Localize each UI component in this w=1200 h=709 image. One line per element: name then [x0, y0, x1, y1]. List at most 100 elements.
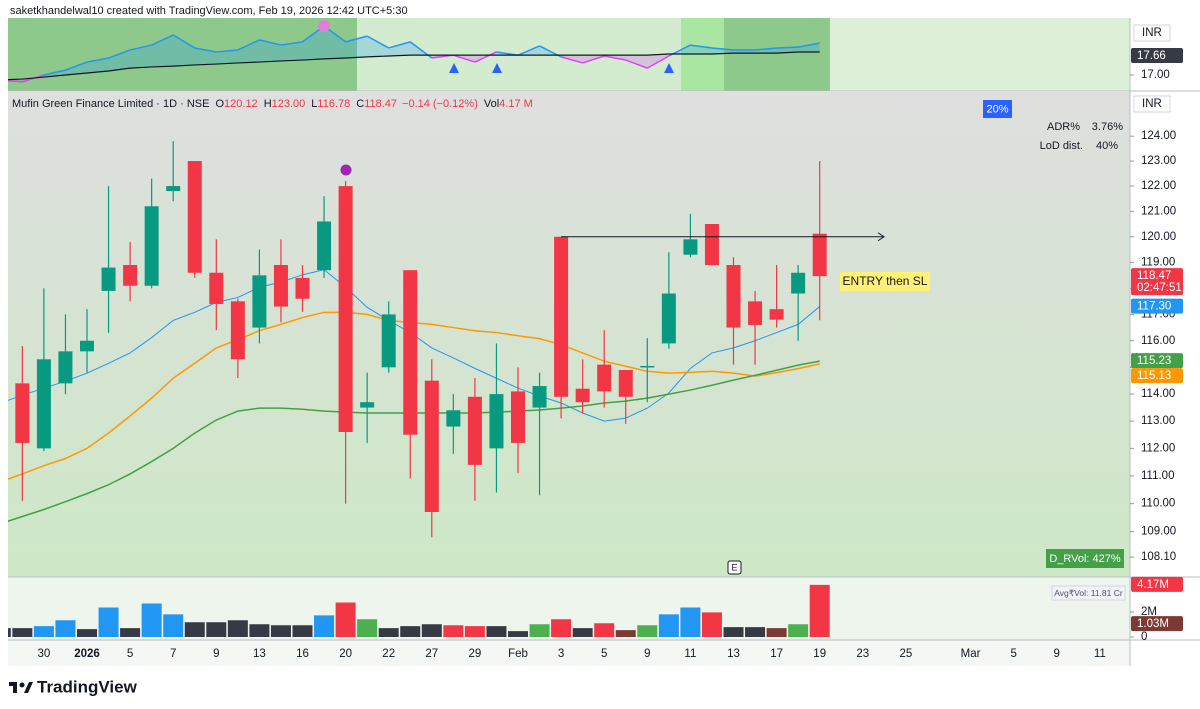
volume-bar [809, 584, 830, 637]
y-tick-label: 112.00 [1141, 442, 1175, 454]
x-tick-label: 2026 [74, 648, 100, 660]
candle-body [489, 394, 504, 449]
volume-bar [572, 628, 593, 637]
volume-bar [529, 624, 550, 637]
volume-bar [163, 614, 184, 637]
price-label: 4.17M [1137, 579, 1169, 591]
state-band [8, 18, 357, 91]
price-label-box [1131, 576, 1183, 592]
legend-value: 120.12 [224, 98, 258, 110]
legend-change: −0.14 (−0.12%) [402, 98, 478, 110]
indicator-fill [345, 36, 368, 59]
signal-triangle [449, 63, 459, 73]
volume-bar [788, 624, 809, 637]
indicator-fill [280, 41, 303, 61]
candle-body [554, 236, 569, 397]
state-band [830, 18, 1130, 91]
candle-body [166, 186, 181, 192]
indicator-fill [755, 47, 777, 54]
y-tick-label: 123.00 [1141, 155, 1176, 167]
candle-body [704, 224, 719, 266]
volume-bar [98, 607, 119, 637]
x-tick-label: Mar [961, 648, 981, 660]
volume-bar [464, 626, 485, 637]
price-label-box [1131, 616, 1183, 632]
candle-body [403, 270, 418, 435]
volume-bar [292, 625, 313, 637]
avg-vol-box [1051, 585, 1126, 601]
indicator-line [345, 35, 368, 43]
entry-note: ENTRY then SL [843, 274, 928, 288]
indicator-fill [130, 45, 152, 69]
indicator-fill [194, 47, 217, 65]
volume-bar [249, 624, 270, 637]
indicator-line [151, 34, 174, 46]
price-label-box [1131, 368, 1183, 384]
candle-body [597, 364, 612, 392]
indicator-line [65, 61, 88, 71]
x-tick-label: 30 [38, 648, 51, 660]
candle-body [532, 386, 547, 408]
signal-triangle [664, 63, 674, 73]
candle-body [618, 369, 633, 397]
x-tick-label: 20 [339, 648, 352, 660]
indicator-line [474, 51, 497, 63]
indicator-fill [65, 62, 87, 76]
indicator-line [646, 55, 670, 69]
indicator-fill [324, 26, 346, 59]
candle-body [467, 396, 482, 465]
price-label: 118.47 [1137, 270, 1171, 282]
x-tick-label: 29 [469, 648, 482, 660]
candle-body [15, 383, 30, 443]
indicator-line [108, 49, 131, 59]
volume-bar [400, 626, 421, 637]
earnings-box [727, 560, 742, 575]
candle-body [295, 277, 310, 299]
indicator-line [259, 39, 282, 46]
indicator-line [690, 44, 713, 49]
volume-bar [206, 622, 227, 637]
x-tick-label: 9 [213, 648, 219, 660]
indicator-fill [776, 47, 799, 54]
signal-dot [318, 20, 330, 32]
candle-body [317, 221, 332, 271]
indicator-fill [625, 55, 648, 69]
volume-bar [335, 602, 356, 637]
signal-triangle [492, 63, 502, 73]
x-tick-label: 23 [856, 648, 869, 660]
volume-bar [357, 619, 378, 637]
y-tick-label: 110.00 [1141, 498, 1175, 510]
candle-body [123, 265, 138, 286]
indicator-line [388, 41, 411, 49]
y-tick-label: 124.00 [1141, 130, 1176, 142]
main-pane [8, 92, 1130, 577]
y-tick-label: 2M [1141, 606, 1157, 618]
rvol-badge: D_RVol: 427% [1049, 553, 1121, 565]
indicator-fill [216, 49, 238, 65]
legend-key: C [356, 98, 364, 110]
legend: Mufin Green Finance Limited · 1D · NSE O1… [12, 98, 533, 110]
volume-bar [227, 620, 248, 637]
indicator-fill [259, 39, 281, 63]
currency: INR [1142, 27, 1162, 39]
x-tick-label: 5 [601, 648, 607, 660]
currency: INR [1142, 98, 1162, 110]
indicator-average [8, 51, 820, 81]
candle-body [511, 391, 525, 443]
volume-bar [77, 629, 97, 637]
legend-value: 123.00 [272, 98, 306, 110]
volume-bar [8, 628, 11, 637]
y-tick-label: 111.00 [1141, 470, 1174, 482]
indicator-fill [108, 49, 131, 71]
candle-body [360, 402, 375, 408]
x-tick-label: 13 [727, 648, 740, 660]
price-label: 115.13 [1137, 370, 1171, 382]
volume-bar [141, 603, 162, 637]
currency-box [1133, 95, 1171, 113]
indicator-line [43, 69, 66, 76]
y-tick-label: 114.00 [1141, 388, 1175, 400]
price-label: 115.23 [1137, 355, 1171, 367]
volume-bar [658, 614, 679, 637]
legend-title: Mufin Green Finance Limited · 1D · NSE [12, 98, 209, 110]
